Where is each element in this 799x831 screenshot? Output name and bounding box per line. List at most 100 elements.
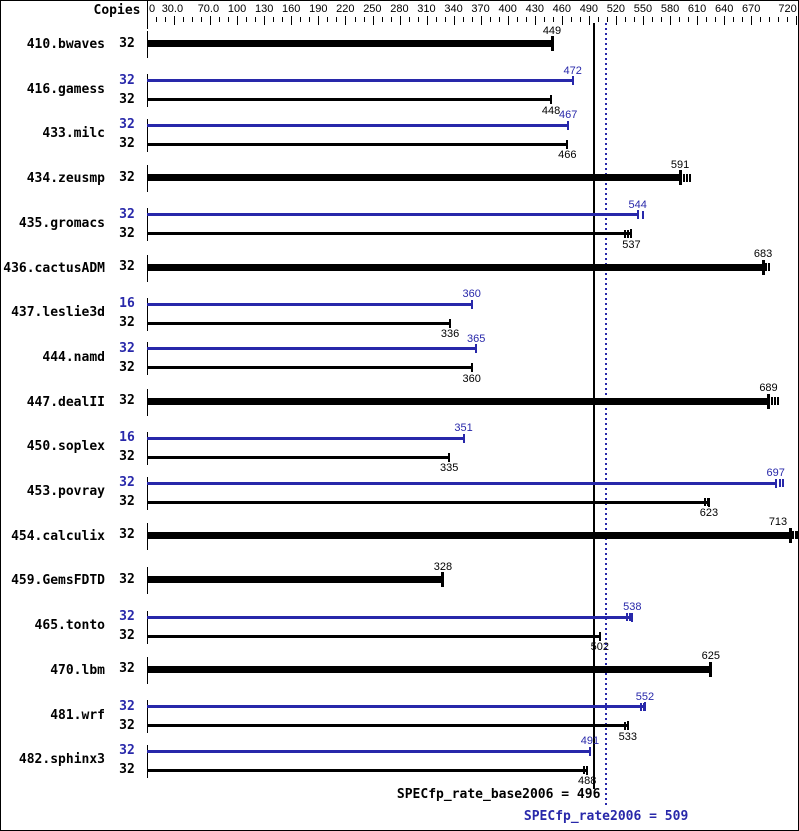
bar-end-cap — [761, 259, 765, 275]
benchmark-label: 470.lbm — [50, 662, 105, 678]
run-mark — [623, 721, 626, 730]
axis-tick — [408, 17, 410, 22]
copies-value: 32 — [119, 35, 135, 51]
bar-end-cap — [631, 612, 634, 622]
axis-tick — [282, 17, 284, 22]
axis-tick-label: 400 — [498, 3, 517, 15]
benchmark-label: 481.wrf — [50, 707, 105, 723]
axis-tick — [751, 16, 753, 25]
bar-value-label: 360 — [462, 372, 481, 385]
axis-tick-label: 370 — [471, 3, 490, 15]
axis-tick — [634, 17, 636, 22]
axis-tick — [426, 16, 428, 25]
copies-value: 32 — [119, 169, 135, 185]
bar-value-label: 713 — [768, 516, 788, 529]
run-mark — [689, 173, 692, 182]
bar-base — [147, 500, 709, 504]
bar-end-cap — [636, 210, 639, 220]
axis-tick — [598, 17, 599, 22]
axis-tick-label: 160 — [282, 3, 301, 15]
axis-tick-label: 190 — [309, 3, 328, 15]
bar-base — [147, 142, 568, 146]
axis-tick — [183, 17, 185, 22]
axis-tick — [318, 16, 320, 25]
bar-value-label: 472 — [563, 64, 582, 77]
bar-end-cap — [470, 363, 473, 373]
benchmark-label: 459.GemsFDTD — [11, 573, 105, 589]
copies-value: 32 — [119, 698, 135, 714]
benchmark-label: 435.gromacs — [18, 215, 105, 231]
copies-value: 32 — [119, 91, 135, 107]
bar-value-label: 552 — [635, 690, 655, 703]
benchmark-label: 416.gamess — [26, 81, 105, 97]
copies-value: 32 — [119, 259, 135, 274]
axis-tick — [742, 17, 744, 22]
base-reference-line — [593, 23, 596, 789]
axis-tick — [246, 17, 248, 22]
row-axis-segment — [147, 476, 148, 510]
bar-value-label: 466 — [558, 149, 577, 162]
axis-tick — [552, 17, 554, 22]
run-mark — [626, 613, 629, 622]
bar-value-label: 449 — [542, 24, 562, 37]
bar-value-label: 467 — [559, 109, 578, 122]
axis-tick — [444, 17, 446, 22]
axis-tick — [417, 17, 419, 22]
axis-tick — [327, 17, 329, 22]
bar-value-label: 488 — [578, 775, 597, 788]
bar-end-cap — [475, 344, 478, 354]
axis-tick-label: 280 — [390, 3, 409, 15]
copies-value: 32 — [119, 340, 135, 356]
axis-tick — [147, 16, 148, 25]
axis-tick-label: 130 — [255, 3, 274, 15]
axis-tick — [480, 16, 482, 25]
axis-tick — [625, 17, 627, 22]
benchmark-label: 482.sphinx3 — [18, 752, 105, 768]
axis-tick — [706, 17, 708, 22]
bar-base — [147, 768, 588, 772]
run-mark — [683, 173, 686, 182]
run-mark — [792, 531, 795, 540]
bar-value-label: 625 — [701, 650, 720, 663]
bar-end-cap — [441, 572, 445, 588]
axis-tick — [534, 16, 536, 25]
copies-value: 32 — [119, 571, 135, 587]
copies-value: 32 — [119, 661, 135, 677]
axis-tick-label: 720 — [778, 3, 797, 15]
run-mark — [642, 702, 645, 711]
row-axis-segment — [147, 208, 148, 242]
run-mark — [639, 702, 642, 711]
run-mark — [796, 531, 798, 540]
axis-tick-label: 520 — [606, 3, 626, 15]
run-mark — [773, 397, 776, 406]
bar-value-label: 360 — [462, 288, 481, 301]
axis-tick — [724, 16, 726, 25]
axis-tick — [796, 16, 798, 25]
copies-value: 32 — [119, 527, 135, 543]
bar-value-label: 537 — [622, 238, 641, 251]
bar-base — [147, 455, 450, 459]
benchmark-label: 453.povray — [26, 484, 105, 499]
axis-tick — [399, 16, 401, 25]
bar-peak — [147, 749, 590, 753]
axis-tick-label: 550 — [633, 3, 653, 15]
axis-tick — [679, 17, 681, 22]
bar-base — [147, 232, 632, 236]
bar-value-label: 623 — [699, 507, 719, 519]
bar-value-label: 538 — [623, 601, 642, 614]
row-axis-segment — [147, 431, 148, 465]
run-mark — [627, 229, 630, 238]
run-mark — [686, 173, 689, 182]
axis-tick-label: 640 — [715, 3, 734, 15]
axis-tick-label: 670 — [742, 3, 761, 15]
row-axis-segment — [147, 118, 148, 152]
bar-value-label: 697 — [766, 467, 785, 479]
axis-tick — [616, 16, 617, 25]
bar-end-cap — [571, 76, 574, 86]
axis-tick — [661, 17, 663, 22]
copies-value: 32 — [119, 136, 135, 152]
copies-value: 32 — [119, 743, 135, 759]
run-mark — [629, 613, 632, 622]
bar-end-cap — [448, 452, 451, 462]
axis-tick — [670, 16, 672, 25]
